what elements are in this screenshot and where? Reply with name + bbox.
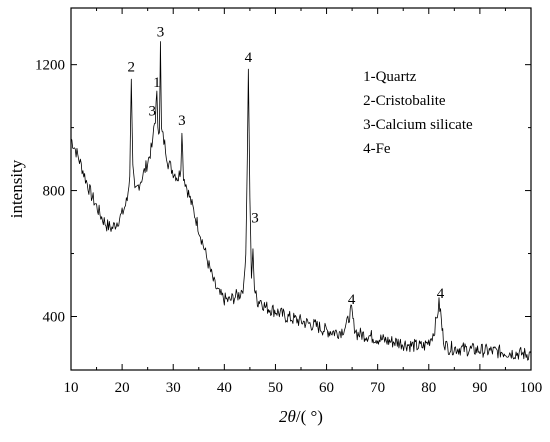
x-tick-label: 30	[166, 380, 181, 396]
x-tick-label: 50	[268, 380, 283, 396]
y-tick-label: 1200	[35, 58, 65, 74]
peak-label: 4	[245, 50, 253, 66]
x-tick-label: 70	[370, 380, 385, 396]
peak-label: 1	[153, 75, 161, 91]
y-tick-label: 800	[43, 184, 66, 200]
legend-entry: 2-Cristobalite	[363, 93, 446, 109]
x-tick-label: 80	[421, 380, 436, 396]
plot-frame	[70, 7, 532, 371]
peak-label: 3	[178, 113, 186, 129]
peak-label-layer: 2 3 1 3 3 4 3 4 4	[128, 25, 445, 309]
legend-entry: 4-Fe	[363, 141, 391, 157]
x-tick-label: 60	[319, 380, 334, 396]
tick-layer: 10 20 30 40 50 60 70 80 90 100 400 800 1200	[35, 8, 542, 396]
x-axis-label-symbol: 2θ	[279, 407, 296, 426]
x-tick-label: 100	[520, 380, 543, 396]
peak-label: 3	[251, 210, 259, 226]
peak-label: 3	[149, 103, 157, 119]
x-tick-label: 40	[217, 380, 232, 396]
legend-entry: 1-Quartz	[363, 69, 417, 85]
legend: 1-Quartz 2-Cristobalite 3-Calcium silicate…	[363, 69, 473, 157]
y-axis-label: intensity	[7, 159, 26, 218]
x-axis-label: 2θ/( °)	[279, 407, 323, 426]
series-line	[70, 41, 532, 361]
plot-line-layer	[70, 41, 532, 361]
legend-entry: 3-Calcium silicate	[363, 117, 473, 133]
x-tick-label: 20	[115, 380, 130, 396]
peak-label: 3	[157, 25, 165, 41]
y-tick-label: 400	[43, 309, 66, 325]
x-tick-label: 10	[64, 380, 79, 396]
x-tick-label: 90	[472, 380, 487, 396]
x-axis-label-unit: /( °)	[296, 407, 323, 426]
peak-label: 4	[437, 286, 445, 302]
peak-label: 2	[128, 59, 136, 75]
peak-label: 4	[348, 292, 356, 308]
